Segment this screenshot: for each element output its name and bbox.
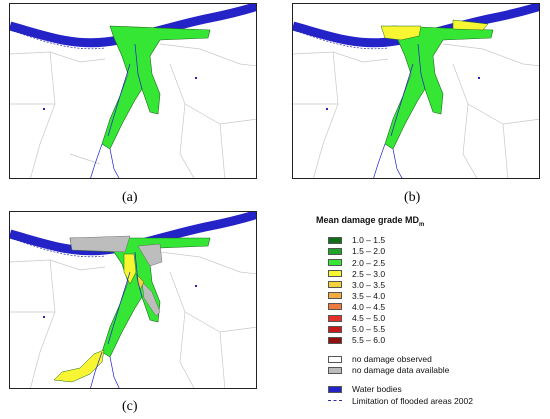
damage-zone-yellow bbox=[452, 19, 489, 31]
legend-grade-row: 5.0 – 5.5 bbox=[316, 324, 546, 335]
legend-grade-swatch bbox=[328, 247, 342, 255]
legend-grade-label: 4.5 – 5.0 bbox=[352, 313, 386, 323]
legend-grade-label: 2.0 – 2.5 bbox=[352, 257, 386, 268]
legend-other-row: no damage observed bbox=[316, 354, 546, 365]
map-panel-b bbox=[292, 3, 540, 179]
legend-grade-row: 4.5 – 5.0 bbox=[316, 312, 546, 323]
legend-other-label: no damage observed bbox=[352, 354, 432, 365]
legend-grade-swatch bbox=[328, 292, 342, 300]
pond-marker bbox=[195, 77, 197, 79]
legend-grade-row: 5.5 – 6.0 bbox=[316, 335, 546, 346]
legend-grade-swatch bbox=[328, 281, 342, 289]
legend-grade-label: 5.0 – 5.5 bbox=[352, 324, 386, 335]
legend-grade-swatch bbox=[328, 325, 342, 333]
pond-marker bbox=[478, 77, 480, 79]
legend-grade-row: 2.5 – 3.0 bbox=[316, 268, 546, 279]
legend-grade-row: 1.5 – 2.0 bbox=[316, 246, 546, 257]
stream-lines bbox=[390, 43, 426, 137]
legend-grade-row: 1.0 – 1.5 bbox=[316, 235, 546, 246]
no-data-zone bbox=[69, 235, 131, 253]
map-b-svg bbox=[293, 4, 539, 178]
legend-grade-label: 3.0 – 3.5 bbox=[352, 279, 386, 290]
stream-lines bbox=[107, 43, 143, 137]
map-legend: Mean damage grade MDm 1.0 – 1.5 1.5 – 2.0… bbox=[316, 215, 546, 406]
panel-label-b: (b) bbox=[404, 190, 421, 205]
pond-marker bbox=[195, 285, 197, 287]
stream-lines-south bbox=[90, 351, 120, 388]
legend-water-label: Water bodies bbox=[352, 384, 402, 395]
legend-grade-swatch bbox=[328, 314, 342, 322]
map-panel-c bbox=[9, 211, 257, 389]
legend-other-swatch bbox=[328, 355, 342, 363]
legend-grade-row: 4.0 – 4.5 bbox=[316, 301, 546, 312]
panel-label-c: (c) bbox=[122, 399, 138, 414]
legend-flood-limit-label: Limitation of flooded areas 2002 bbox=[352, 395, 473, 406]
pond-marker bbox=[43, 316, 45, 318]
stream-lines bbox=[107, 251, 143, 345]
legend-grade-label: 1.0 – 1.5 bbox=[352, 235, 386, 246]
legend-water-row: Water bodies bbox=[316, 384, 546, 395]
legend-flood-limit-swatch bbox=[328, 400, 342, 402]
flooded-area-damage bbox=[101, 25, 211, 150]
legend-other-swatch bbox=[328, 366, 342, 374]
legend-grade-label: 2.5 – 3.0 bbox=[352, 268, 386, 279]
legend-grade-swatch bbox=[328, 259, 342, 267]
legend-grade-swatch bbox=[328, 303, 342, 311]
legend-flood-limit-row: Limitation of flooded areas 2002 bbox=[316, 395, 546, 406]
stream-lines-south bbox=[373, 143, 403, 178]
legend-other-row: no damage data available bbox=[316, 365, 546, 376]
legend-grade-label: 1.5 – 2.0 bbox=[352, 246, 386, 257]
map-c-svg bbox=[10, 212, 256, 388]
legend-title: Mean damage grade MDm bbox=[316, 215, 425, 228]
damage-zone-yellow bbox=[123, 253, 137, 285]
map-a-svg bbox=[10, 4, 256, 178]
road-network bbox=[10, 251, 256, 388]
legend-grade-row: 3.0 – 3.5 bbox=[316, 279, 546, 290]
legend-grade-list: 1.0 – 1.5 1.5 – 2.0 2.0 – 2.5 2.5 – 3.0 3.0 … bbox=[316, 235, 546, 346]
legend-grade-label: 3.5 – 4.0 bbox=[352, 290, 386, 301]
damage-zone-yellow bbox=[380, 25, 422, 41]
legend-grade-swatch bbox=[328, 270, 342, 278]
legend-other-label: no damage data available bbox=[352, 365, 450, 376]
legend-other-list: no damage observed no damage data availab… bbox=[316, 354, 546, 376]
legend-water-swatch bbox=[328, 385, 342, 393]
road-network bbox=[293, 43, 539, 178]
no-data-zone bbox=[137, 243, 163, 267]
flooded-area-damage bbox=[384, 25, 494, 150]
legend-grade-label: 4.0 – 4.5 bbox=[352, 301, 386, 312]
damage-zone-yellow bbox=[53, 349, 105, 383]
no-data-zone bbox=[141, 281, 161, 317]
pond-marker bbox=[43, 108, 45, 110]
pond-marker bbox=[326, 108, 328, 110]
road-network bbox=[10, 43, 256, 178]
legend-grade-swatch bbox=[328, 236, 342, 244]
panel-label-a: (a) bbox=[122, 190, 138, 205]
legend-grade-row: 2.0 – 2.5 bbox=[316, 257, 546, 268]
stream-lines-south bbox=[90, 143, 120, 178]
legend-grade-label: 5.5 – 6.0 bbox=[352, 335, 386, 346]
legend-grade-swatch bbox=[328, 336, 342, 344]
legend-grade-row: 3.5 – 4.0 bbox=[316, 290, 546, 301]
map-panel-a bbox=[9, 3, 257, 179]
